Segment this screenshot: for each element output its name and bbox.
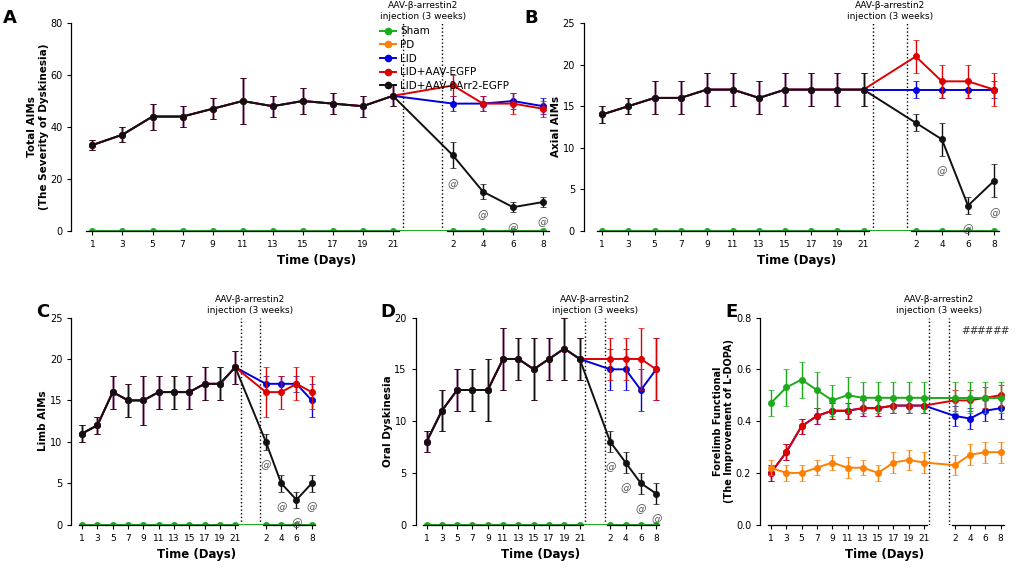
Y-axis label: Axial AIMs: Axial AIMs — [550, 96, 560, 157]
Text: @: @ — [635, 504, 645, 514]
Text: @: @ — [447, 179, 458, 189]
Text: D: D — [380, 303, 395, 321]
X-axis label: Time (Days): Time (Days) — [276, 254, 356, 267]
Text: ##: ## — [960, 326, 978, 336]
Text: @: @ — [291, 518, 302, 528]
Text: @: @ — [477, 210, 488, 220]
Text: AAV-β-arrestin2
injection (3 weeks): AAV-β-arrestin2 injection (3 weeks) — [846, 1, 931, 21]
Y-axis label: Forelimb Functional
(The Improvement of L-DOPA): Forelimb Functional (The Improvement of … — [712, 339, 734, 503]
X-axis label: Time (Days): Time (Days) — [500, 548, 580, 561]
Text: AAV-β-arrestin2
injection (3 weeks): AAV-β-arrestin2 injection (3 weeks) — [551, 296, 638, 315]
Text: @: @ — [507, 223, 518, 233]
Text: @: @ — [962, 224, 972, 234]
Text: ##: ## — [990, 326, 1009, 336]
Text: B: B — [524, 9, 537, 27]
Text: @: @ — [261, 461, 271, 470]
Text: AAV-β-arrestin2
injection (3 weeks): AAV-β-arrestin2 injection (3 weeks) — [896, 296, 981, 315]
Text: @: @ — [604, 462, 614, 473]
Text: @: @ — [935, 166, 946, 176]
Text: @: @ — [276, 502, 286, 512]
Text: E: E — [725, 303, 737, 321]
X-axis label: Time (Days): Time (Days) — [845, 548, 923, 561]
Text: @: @ — [988, 208, 999, 217]
Y-axis label: Oral Dyskinesia: Oral Dyskinesia — [383, 375, 392, 467]
Text: C: C — [37, 303, 50, 321]
Text: ##: ## — [975, 326, 994, 336]
Legend: Sham, PD, LID, LID+AAV-EGFP, LID+AAV-βArr2-EGFP: Sham, PD, LID, LID+AAV-EGFP, LID+AAV-βAr… — [380, 26, 508, 91]
X-axis label: Time (Days): Time (Days) — [157, 548, 235, 561]
Text: @: @ — [537, 217, 548, 227]
X-axis label: Time (Days): Time (Days) — [756, 254, 836, 267]
Text: AAV-β-arrestin2
injection (3 weeks): AAV-β-arrestin2 injection (3 weeks) — [207, 296, 293, 315]
Text: @: @ — [650, 514, 660, 524]
Text: AAV-β-arrestin2
injection (3 weeks): AAV-β-arrestin2 injection (3 weeks) — [379, 1, 466, 21]
Y-axis label: Total AIMs
(The Severity of Dyskinesia): Total AIMs (The Severity of Dyskinesia) — [26, 44, 49, 210]
Text: @: @ — [620, 483, 630, 493]
Text: @: @ — [307, 502, 317, 512]
Y-axis label: Limb AIMs: Limb AIMs — [39, 391, 49, 451]
Text: A: A — [3, 9, 16, 27]
